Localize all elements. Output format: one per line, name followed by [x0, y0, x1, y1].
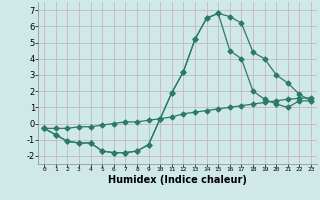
X-axis label: Humidex (Indice chaleur): Humidex (Indice chaleur) [108, 175, 247, 185]
